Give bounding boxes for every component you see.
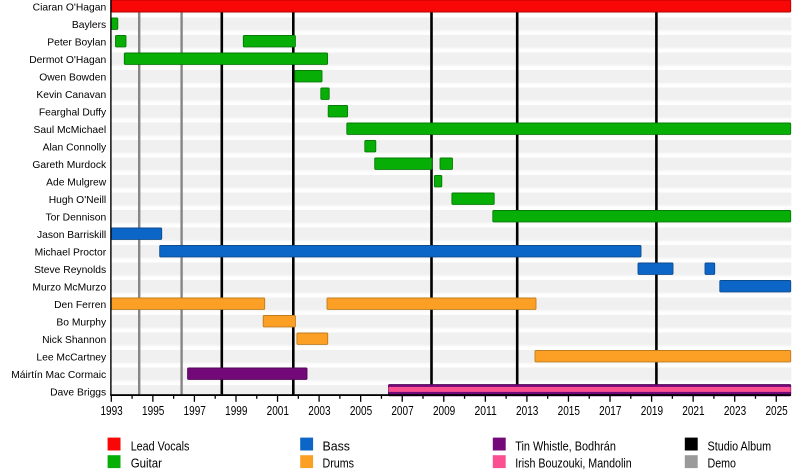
- svg-text:Steve Reynolds: Steve Reynolds: [34, 265, 106, 276]
- svg-text:Fearghal Duffy: Fearghal Duffy: [39, 108, 107, 119]
- svg-text:Nick Shannon: Nick Shannon: [42, 335, 106, 346]
- svg-text:Den Ferren: Den Ferren: [54, 300, 106, 311]
- svg-text:2007: 2007: [391, 403, 413, 418]
- svg-text:Kevin Canavan: Kevin Canavan: [36, 90, 106, 101]
- svg-text:2001: 2001: [267, 403, 289, 418]
- svg-text:Irish Bouzouki, Mandolin: Irish Bouzouki, Mandolin: [515, 456, 632, 471]
- svg-text:2021: 2021: [682, 403, 704, 418]
- svg-text:Hugh O'Neill: Hugh O'Neill: [49, 195, 106, 206]
- svg-text:1993: 1993: [100, 403, 122, 418]
- svg-text:2025: 2025: [765, 403, 787, 418]
- svg-text:Jason Barriskill: Jason Barriskill: [37, 230, 106, 241]
- svg-text:Alan Connolly: Alan Connolly: [43, 143, 107, 154]
- svg-text:2009: 2009: [433, 403, 455, 418]
- svg-text:Owen Bowden: Owen Bowden: [39, 73, 106, 84]
- svg-text:Gareth Murdock: Gareth Murdock: [32, 160, 107, 171]
- svg-text:Ade Mulgrew: Ade Mulgrew: [46, 178, 107, 189]
- svg-text:Baylers: Baylers: [72, 20, 106, 31]
- svg-text:Lead Vocals: Lead Vocals: [131, 439, 190, 454]
- svg-text:Ciaran O'Hagan: Ciaran O'Hagan: [33, 3, 107, 14]
- svg-text:Bass: Bass: [323, 439, 351, 454]
- svg-text:1995: 1995: [142, 403, 164, 418]
- svg-text:Demo: Demo: [708, 456, 737, 471]
- svg-text:Máirtín Mac Cormaic: Máirtín Mac Cormaic: [11, 370, 106, 381]
- svg-text:Tin Whistle, Bodhrán: Tin Whistle, Bodhrán: [515, 439, 616, 454]
- svg-text:Dermot O'Hagan: Dermot O'Hagan: [29, 55, 106, 66]
- svg-text:2011: 2011: [474, 403, 496, 418]
- svg-text:2015: 2015: [558, 403, 580, 418]
- svg-text:Guitar: Guitar: [131, 456, 163, 471]
- svg-text:Peter Boylan: Peter Boylan: [47, 38, 106, 49]
- svg-text:Drums: Drums: [323, 456, 355, 471]
- svg-text:Tor Dennison: Tor Dennison: [46, 213, 107, 224]
- svg-text:2013: 2013: [516, 403, 538, 418]
- svg-text:Michael Proctor: Michael Proctor: [35, 248, 107, 259]
- svg-text:Studio Album: Studio Album: [708, 439, 772, 454]
- svg-text:2019: 2019: [641, 403, 663, 418]
- svg-text:1997: 1997: [184, 403, 206, 418]
- svg-text:2005: 2005: [350, 403, 372, 418]
- svg-text:2023: 2023: [724, 403, 746, 418]
- svg-text:2003: 2003: [308, 403, 330, 418]
- svg-text:1999: 1999: [225, 403, 247, 418]
- svg-text:Saul McMichael: Saul McMichael: [34, 125, 107, 136]
- svg-text:2017: 2017: [599, 403, 621, 418]
- svg-text:Murzo McMurzo: Murzo McMurzo: [32, 283, 106, 294]
- svg-text:Lee McCartney: Lee McCartney: [36, 353, 107, 364]
- svg-text:Bo Murphy: Bo Murphy: [56, 318, 107, 329]
- svg-text:Dave Briggs: Dave Briggs: [50, 388, 106, 399]
